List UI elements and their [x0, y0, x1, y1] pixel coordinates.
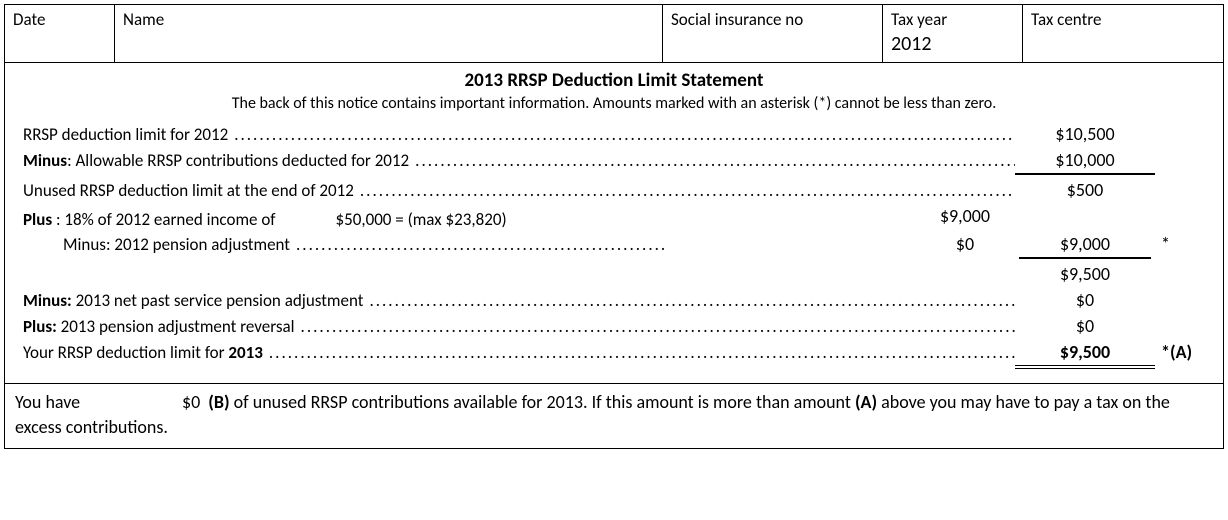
line-subtotal: . $9,500 [23, 263, 1205, 285]
l7-mark: *(A) [1155, 341, 1205, 363]
dot-leader: ........................................… [363, 290, 1015, 311]
header-row: Date Name Social insurance no Tax year 2… [5, 5, 1223, 63]
dot-leader: ........................................… [228, 124, 1015, 145]
centre-label: Tax centre [1031, 9, 1215, 30]
line-rrsp-limit-2012: RRSP deduction limit for 2012 ..........… [23, 123, 1205, 145]
footer-mark-b: (B) [208, 391, 229, 413]
taxyear-value: 2012 [891, 32, 1014, 56]
l7-label-a: Your RRSP deduction limit for [23, 342, 228, 363]
l7-value: $9,500 [1015, 341, 1155, 369]
l1-value: $10,500 [1015, 123, 1155, 145]
footer-section: You have $0 (B) of unused RRSP contribut… [5, 384, 1223, 448]
plus-mark: * [1161, 233, 1205, 255]
l5-value: $0 [1015, 289, 1155, 311]
dot-leader: ........................................… [295, 316, 1015, 337]
plus-calc: $9,000 [915, 205, 1015, 233]
dot-leader: ........................................… [290, 234, 915, 255]
footer-value-b: $0 [84, 390, 204, 415]
plusminus-block: Plus : 18% of 2012 earned income of $50,… [23, 205, 1205, 259]
statement-form: Date Name Social insurance no Tax year 2… [4, 4, 1224, 449]
l6-label: Plus: 2013 pension adjustment reversal [23, 316, 295, 337]
dot-leader: ........................................… [354, 180, 1015, 201]
plusminus-left: Plus : 18% of 2012 earned income of $50,… [23, 205, 915, 259]
line-minus-contributions: Minus: Allowable RRSP contributions dedu… [23, 149, 1205, 175]
plus-result: $9,000 [1019, 233, 1151, 259]
l5-rest: 2013 net past service pension adjustment [72, 290, 364, 311]
plus-minus-value: $0 [915, 233, 1015, 255]
header-sin-cell: Social insurance no [663, 5, 883, 62]
statement-subtitle: The back of this notice contains importa… [23, 94, 1205, 113]
footer-text1: You have [15, 391, 80, 413]
plus-18pct-row: Plus : 18% of 2012 earned income of $50,… [23, 209, 915, 230]
plus-income: $50,000 = (max $23,820) [275, 209, 506, 230]
l7-label: Your RRSP deduction limit for 2013 [23, 342, 263, 363]
l2-value: $10,000 [1015, 149, 1155, 175]
l5-prefix: Minus: [23, 290, 72, 311]
l2-label: Minus: Allowable RRSP contributions dedu… [23, 150, 409, 171]
taxyear-label: Tax year [891, 9, 1014, 30]
header-taxyear-cell: Tax year 2012 [883, 5, 1023, 62]
footer-text2: of unused RRSP contributions available f… [230, 391, 855, 413]
sin-label: Social insurance no [671, 9, 874, 30]
statement-body: 2013 RRSP Deduction Limit Statement The … [5, 63, 1223, 384]
l2-prefix: Minus [23, 150, 67, 171]
l5-label: Minus: 2013 net past service pension adj… [23, 290, 363, 311]
header-name-cell: Name [115, 5, 663, 62]
l1-label: RRSP deduction limit for 2012 [23, 124, 228, 145]
line-final-limit: Your RRSP deduction limit for 2013 .....… [23, 341, 1205, 369]
date-label: Date [13, 9, 106, 30]
plus-rest: : 18% of 2012 earned income of [52, 209, 275, 230]
minus-pension-adj-row: Minus: 2012 pension adjustment .........… [23, 234, 915, 255]
l2-rest: : Allowable RRSP contributions deducted … [67, 150, 409, 171]
plus-prefix: Plus [23, 209, 52, 230]
l7-label-b: 2013 [228, 342, 262, 363]
line-unused-limit: Unused RRSP deduction limit at the end o… [23, 179, 1205, 201]
plus-minus-label: Minus: 2012 pension adjustment [63, 234, 290, 255]
line-plus-reversal: Plus: 2013 pension adjustment reversal .… [23, 315, 1205, 337]
header-centre-cell: Tax centre [1023, 5, 1223, 62]
plusminus-midcol: $9,000 $0 [915, 205, 1015, 259]
dot-leader: ........................................… [409, 150, 1015, 171]
l6-prefix: Plus: [23, 316, 57, 337]
plusminus-markcol: * [1155, 205, 1205, 259]
l6-value: $0 [1015, 315, 1155, 337]
header-date-cell: Date [5, 5, 115, 62]
spacer [1019, 205, 1151, 233]
l3-label: Unused RRSP deduction limit at the end o… [23, 180, 354, 201]
plusminus-valcol: $9,000 [1015, 205, 1155, 259]
statement-title: 2013 RRSP Deduction Limit Statement [23, 69, 1205, 92]
name-label: Name [123, 9, 654, 30]
dot-leader: ........................................… [263, 342, 1015, 363]
l6-rest: 2013 pension adjustment reversal [57, 316, 295, 337]
line-minus-pastservice: Minus: 2013 net past service pension adj… [23, 289, 1205, 311]
plus-label: Plus : 18% of 2012 earned income of [23, 209, 275, 230]
l3-value: $500 [1015, 179, 1155, 201]
spacer [1161, 205, 1205, 233]
subtotal-value: $9,500 [1015, 263, 1155, 285]
footer-mark-a: (A) [855, 391, 877, 413]
